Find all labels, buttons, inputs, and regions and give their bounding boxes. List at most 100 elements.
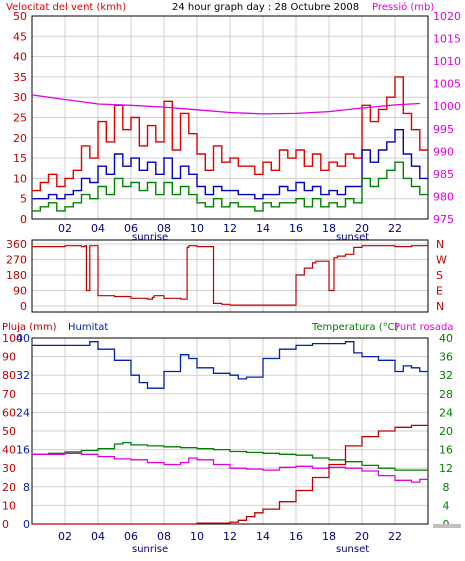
- pressure-y-tick-label: 1000: [433, 100, 461, 113]
- direction-compass-label: W: [436, 254, 447, 267]
- temperature-y-tick-label: 12: [439, 462, 453, 475]
- rain-panel-ticks: 0102030405060708090100081624324004812162…: [2, 332, 453, 531]
- wind-y-tick-label: 30: [13, 91, 27, 104]
- direction-y-tick-label: 360: [6, 238, 27, 251]
- wind-y-tick-label: 15: [13, 152, 27, 165]
- dewpoint-axis-title: Punt rosada: [394, 322, 453, 333]
- series-low-line: [32, 161, 428, 212]
- rain-y-tick-label: 30: [2, 462, 16, 475]
- temperature-axis-title: Temperatura (°C): [311, 322, 399, 333]
- pressure-y-tick-label: 985: [433, 168, 454, 181]
- wind-y-tick-label: 35: [13, 71, 27, 84]
- series-temperature-line: [32, 441, 428, 471]
- wind-x-tick-label: 06: [124, 222, 138, 235]
- direction-panel-grid: [32, 240, 428, 312]
- wind-panel-ticks: 0510152025303540455097598098599099510001…: [13, 10, 461, 226]
- direction-compass-label: N: [436, 238, 444, 251]
- humidity-y-tick-label: 0: [23, 518, 30, 531]
- temperature-y-tick-label: 36: [439, 351, 453, 364]
- series-average-line: [32, 129, 428, 200]
- wind-y-tick-label: 0: [20, 213, 27, 226]
- rain-x-tick-label: 08: [157, 530, 171, 543]
- temperature-y-tick-label: 32: [439, 369, 453, 382]
- chart-title: 24 hour graph day : 28 Octubre 2008: [172, 2, 359, 13]
- rain-x-tick-label: 16: [289, 530, 303, 543]
- pressure-y-tick-label: 990: [433, 145, 454, 158]
- direction-panel-frame: [31, 239, 429, 313]
- sunset-marker-top: sunset: [336, 232, 369, 243]
- wind-x-tick-label: 20: [355, 222, 369, 235]
- wind-y-tick-label: 25: [13, 112, 27, 125]
- rain-y-tick-label: 10: [2, 499, 16, 512]
- pressure-y-tick-label: 1015: [433, 33, 461, 46]
- humidity-y-tick-label: 8: [23, 481, 30, 494]
- rain-y-tick-label: 50: [2, 425, 16, 438]
- rain-x-tick-label: 18: [322, 530, 336, 543]
- direction-panel-ticks: 360 N 270 W 180 S 90 E 0 N: [6, 238, 447, 313]
- pressure-y-tick-label: 1010: [433, 55, 461, 68]
- humidity-axis-title: Humitat: [68, 322, 108, 333]
- rain-x-tick-label: 10: [190, 530, 204, 543]
- wind-x-tick-label: 10: [190, 222, 204, 235]
- temperature-y-tick-label: 16: [439, 444, 453, 457]
- series-rain-line: [32, 424, 428, 525]
- wind-x-tick-label: 22: [388, 222, 402, 235]
- rain-x-tick-label: 12: [223, 530, 237, 543]
- rain-panel-series: [32, 341, 428, 525]
- sunrise-marker-top: sunrise: [132, 232, 168, 243]
- wind-panel-series: [31, 76, 428, 212]
- pressure-y-tick-label: 1020: [433, 10, 461, 23]
- temperature-y-tick-label: 40: [439, 332, 453, 345]
- wind-y-tick-label: 5: [20, 193, 27, 206]
- rain-y-tick-label: 60: [2, 406, 16, 419]
- wind-y-tick-label: 40: [13, 51, 27, 64]
- wind-y-tick-label: 50: [13, 10, 27, 23]
- rain-y-tick-label: 70: [2, 388, 16, 401]
- series-dewpoint-line: [32, 452, 428, 483]
- pressure-y-tick-label: 1005: [433, 78, 461, 91]
- rain-x-tick-label: 20: [355, 530, 369, 543]
- rain-panel-x-ticks: 02 04 06 08 10 12 14 16 18 20 22: [58, 530, 402, 543]
- direction-y-tick-label: 0: [20, 300, 27, 313]
- wind-y-tick-label: 20: [13, 132, 27, 145]
- rain-y-tick-label: 80: [2, 369, 16, 382]
- rain-y-tick-label: 20: [2, 481, 16, 494]
- wind-y-tick-label: 10: [13, 172, 27, 185]
- wind-x-tick-label: 02: [58, 222, 72, 235]
- wind-x-tick-label: 14: [256, 222, 270, 235]
- rain-y-tick-label: 100: [2, 332, 23, 345]
- temperature-y-tick-label: 24: [439, 406, 453, 419]
- pressure-y-tick-label: 975: [433, 213, 454, 226]
- wind-panel-frame: [31, 15, 429, 220]
- direction-compass-label: E: [436, 285, 443, 298]
- wind-axis-title: Velocitat del vent (kmh): [6, 2, 126, 13]
- wind-x-tick-label: 16: [289, 222, 303, 235]
- direction-compass-label: N: [436, 300, 444, 313]
- wind-x-tick-label: 18: [322, 222, 336, 235]
- rain-x-tick-label: 02: [58, 530, 72, 543]
- rain-y-tick-label: 40: [2, 444, 16, 457]
- temperature-y-tick-label: 28: [439, 388, 453, 401]
- pressure-y-tick-label: 995: [433, 123, 454, 136]
- rain-panel-frame: [31, 337, 429, 525]
- humidity-y-tick-label: 16: [16, 444, 30, 457]
- pressure-y-tick-label: 980: [433, 190, 454, 203]
- rain-x-tick-label: 14: [256, 530, 270, 543]
- rain-x-tick-label: 06: [124, 530, 138, 543]
- series-direction-line: [32, 245, 428, 306]
- rain-x-tick-label: 04: [91, 530, 105, 543]
- humidity-y-tick-label: 24: [16, 406, 30, 419]
- rain-y-tick-label: 0: [2, 518, 9, 531]
- wind-x-tick-label: 12: [223, 222, 237, 235]
- direction-y-tick-label: 270: [6, 254, 27, 267]
- temperature-y-tick-label: 4: [443, 499, 450, 512]
- temperature-y-tick-label: 20: [439, 425, 453, 438]
- direction-compass-label: S: [436, 269, 443, 282]
- series-humidity-line: [32, 341, 428, 389]
- direction-y-tick-label: 90: [13, 285, 27, 298]
- sunset-marker-bottom: sunset: [336, 544, 369, 555]
- wind-y-tick-label: 45: [13, 30, 27, 43]
- pressure-axis-title: Pressió (mb): [372, 1, 434, 13]
